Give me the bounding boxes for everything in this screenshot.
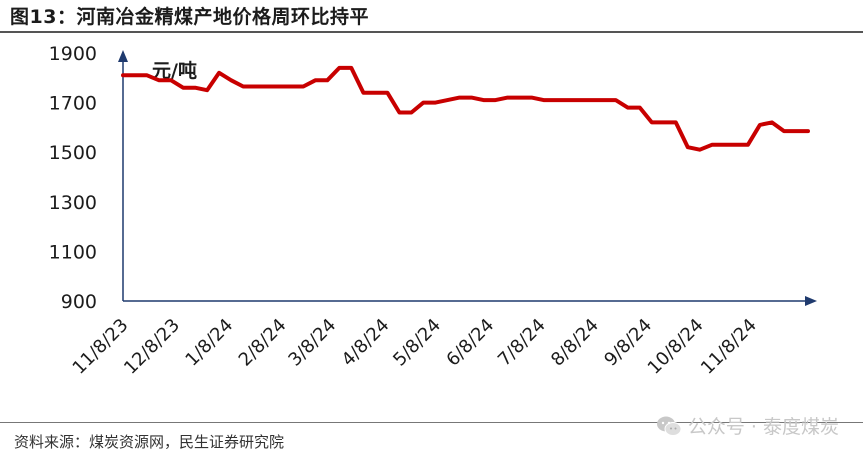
price-series-line <box>121 65 810 152</box>
x-tick-label: 11/8/24 <box>697 315 761 379</box>
y-tick-label: 1900 <box>49 43 97 65</box>
x-tick-label: 1/8/24 <box>181 315 237 371</box>
y-tick-label: 1300 <box>49 192 97 214</box>
watermark-text: 公众号 · 泰度煤炭 <box>687 416 839 438</box>
x-tick-label: 11/8/23 <box>69 315 133 379</box>
x-tick-label: 7/8/24 <box>494 315 550 371</box>
x-tick-label: 2/8/24 <box>235 315 291 371</box>
x-tick-label: 3/8/24 <box>284 315 340 371</box>
y-unit-label: 元/吨 <box>152 59 197 82</box>
x-tick-label: 4/8/24 <box>338 315 394 371</box>
x-tick-label: 10/8/24 <box>644 315 708 379</box>
x-tick-label: 12/8/23 <box>120 315 184 379</box>
series-layer <box>121 65 810 152</box>
x-tick-label: 6/8/24 <box>442 315 498 371</box>
source-note: 资料来源：煤炭资源网，民生证券研究院 <box>14 433 285 451</box>
y-axis-arrow <box>118 50 128 62</box>
figure-title: 图13：河南冶金精煤产地价格周环比持平 <box>10 6 369 28</box>
x-tick-label: 8/8/24 <box>547 315 603 371</box>
y-tick-label: 1700 <box>49 93 97 115</box>
wechat-icon <box>656 415 682 437</box>
y-axis: 900 1100 1300 1500 1700 1900 <box>49 43 128 313</box>
footer-rule <box>0 422 863 423</box>
x-tick-label: 5/8/24 <box>389 315 445 371</box>
y-tick-label: 1500 <box>49 142 97 164</box>
y-tick-label: 900 <box>61 291 97 313</box>
x-axis-arrow <box>805 296 817 306</box>
watermark: 公众号 · 泰度煤炭 <box>656 412 839 439</box>
y-tick-label: 1100 <box>49 241 97 263</box>
x-axis: 11/8/2312/8/231/8/242/8/243/8/244/8/245/… <box>69 296 817 379</box>
title-rule <box>0 31 863 33</box>
